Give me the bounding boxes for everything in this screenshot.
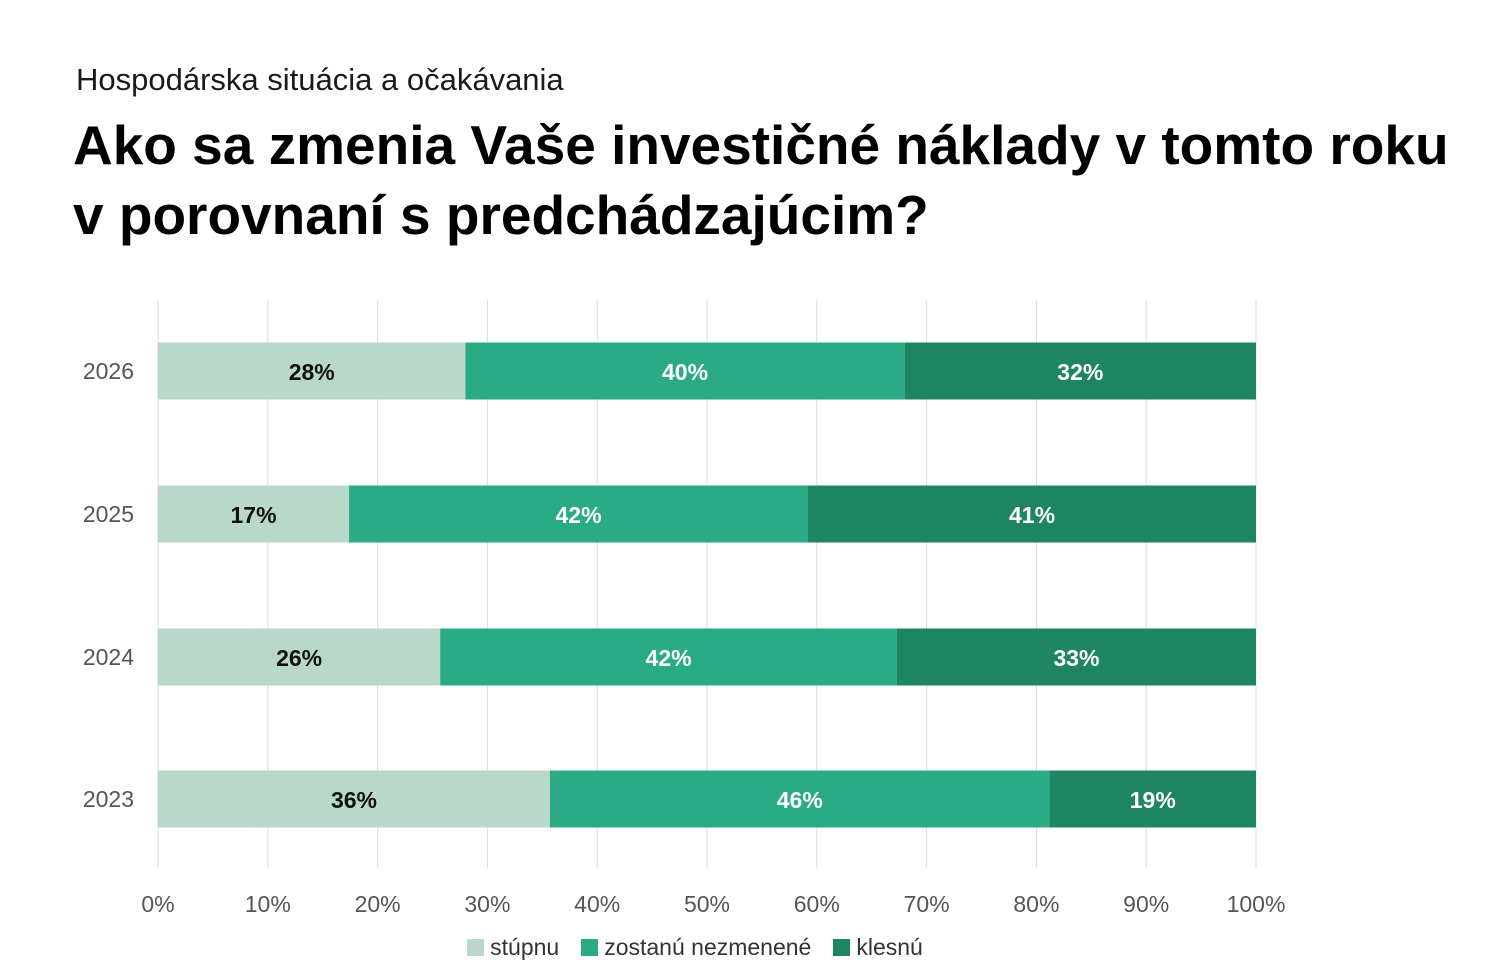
x-tick-label: 60% [794, 891, 840, 917]
legend-item-zostanu: zostanú nezmenené [581, 934, 811, 961]
bar-segment [465, 342, 905, 400]
x-tick-label: 80% [1013, 891, 1059, 917]
data-label: 28% [289, 359, 335, 385]
bar-segment [549, 770, 1050, 828]
data-label: 42% [556, 502, 602, 528]
y-category-label: 2026 [83, 358, 134, 384]
data-label: 46% [777, 787, 823, 813]
y-category-label: 2024 [83, 644, 134, 670]
x-tick-label: 40% [574, 891, 620, 917]
legend-label-klesnu: klesnú [856, 934, 923, 960]
data-label: 26% [276, 645, 322, 671]
x-tick-label: 0% [141, 891, 174, 917]
legend-item-stupnu: stúpnu [467, 934, 559, 961]
bar-segment [349, 485, 809, 543]
data-label: 40% [662, 359, 708, 385]
data-label: 42% [646, 645, 692, 671]
legend-label-stupnu: stúpnu [490, 934, 560, 960]
chart-title: Ako sa zmenia Vaše investičné náklady v … [73, 114, 1449, 246]
bar-segment [904, 342, 1256, 400]
x-tick-label: 20% [355, 891, 401, 917]
x-tick-label: 100% [1227, 891, 1286, 917]
y-category-label: 2025 [83, 501, 134, 527]
chart-subtitle: Hospodárska situácia a očakávania [76, 62, 564, 97]
bar-segment [158, 770, 550, 828]
x-tick-label: 10% [245, 891, 291, 917]
bar-segment [158, 628, 441, 686]
data-label: 36% [331, 787, 377, 813]
x-tick-label: 30% [464, 891, 510, 917]
bar-segment [1049, 770, 1256, 828]
chart-legend: stúpnu zostanú nezmenené klesnú [0, 934, 1390, 961]
bar-segment [808, 485, 1256, 543]
y-category-label: 2023 [83, 786, 134, 812]
stacked-bar-chart: 0% 10% 20% 30% 40% 50% 60% 70% 80% 90% 100% 2026 202… [83, 300, 1286, 917]
data-label: 32% [1057, 359, 1103, 385]
x-tick-label: 50% [684, 891, 730, 917]
x-tick-label: 90% [1123, 891, 1169, 917]
data-label: 41% [1009, 502, 1055, 528]
bar-segment [440, 628, 897, 686]
bar-segment [158, 342, 466, 400]
legend-swatch-stupnu [467, 939, 485, 956]
legend-swatch-klesnu [833, 939, 851, 956]
bar-segment [158, 485, 350, 543]
data-label: 33% [1053, 645, 1099, 671]
x-tick-label: 70% [904, 891, 950, 917]
legend-swatch-zostanu [581, 939, 599, 956]
legend-item-klesnu: klesnú [833, 934, 923, 961]
data-label: 17% [231, 502, 277, 528]
data-label: 19% [1130, 787, 1176, 813]
legend-label-zostanu: zostanú nezmenené [604, 934, 812, 960]
bar-segment [896, 628, 1256, 686]
